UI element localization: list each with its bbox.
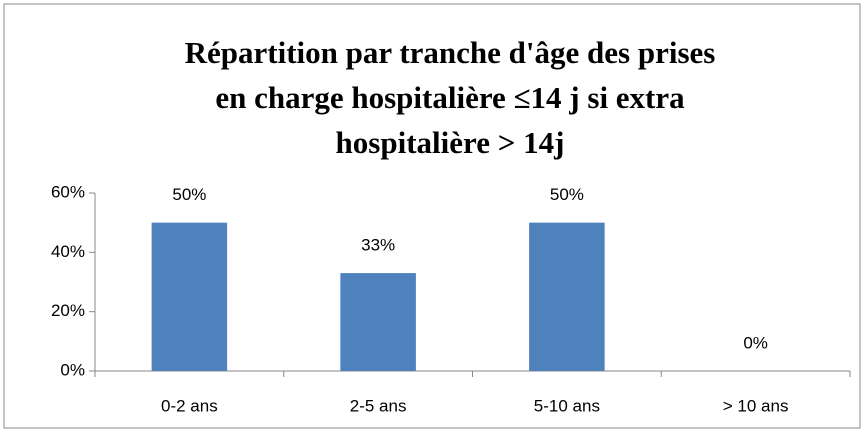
bar xyxy=(151,222,228,371)
data-label: 50% xyxy=(550,185,584,204)
bar xyxy=(340,273,416,371)
x-tick-label: 0-2 ans xyxy=(161,396,218,415)
data-label: 0% xyxy=(743,333,768,352)
chart-title: en charge hospitalière ≤14 j si extra xyxy=(215,80,685,115)
y-tick-label: 0% xyxy=(60,360,85,379)
y-tick-label: 40% xyxy=(51,242,85,261)
chart-title: hospitalière > 14j xyxy=(336,125,565,160)
bar xyxy=(529,222,605,371)
y-tick-label: 60% xyxy=(51,182,85,201)
x-tick-label: > 10 ans xyxy=(723,396,789,415)
data-label: 33% xyxy=(361,236,395,255)
chart-border xyxy=(3,3,861,429)
x-tick-label: 2-5 ans xyxy=(350,396,407,415)
x-tick-label: 5-10 ans xyxy=(534,396,600,415)
y-tick-label: 20% xyxy=(51,301,85,320)
data-label: 50% xyxy=(172,185,206,204)
chart-title: Répartition par tranche d'âge des prises xyxy=(185,35,716,70)
